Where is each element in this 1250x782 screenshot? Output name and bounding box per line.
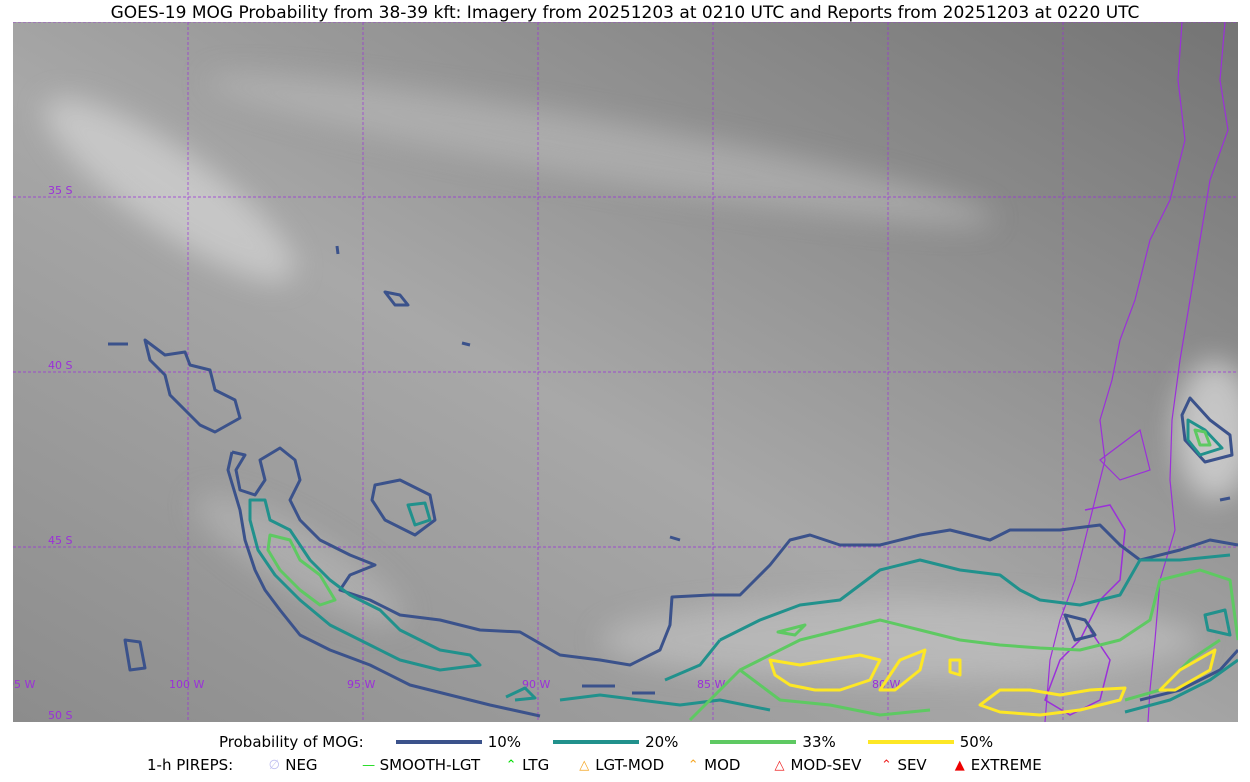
legend-label: 50% [959,733,994,751]
legend-label: LTG [522,756,550,774]
satellite-map: 105 W 100 W 95 W 90 W 85 W 80 W 35 S 40 … [13,22,1238,722]
lat-lon-grid [13,22,1238,722]
extreme-icon: ▲ [954,757,965,773]
pirep-legend: 1-h PIREPS: ∅ NEG — SMOOTH-LGT ⌃ LTG △ LGT-M… [0,756,1250,774]
lon-label: 90 W [522,678,550,691]
mod-icon: ⌃ [687,757,699,773]
pirep-legend-title: 1-h PIREPS: [147,756,234,774]
contour-33pct [266,428,1238,722]
legend-swatch-50 [867,740,954,744]
legend-label: SEV [897,756,927,774]
legend-label: LGT-MOD [595,756,665,774]
sev-icon: ⌃ [880,757,892,773]
legend-label: 20% [645,733,679,751]
legend-label: 33% [802,733,836,751]
legend-swatch-33 [710,740,797,744]
probability-contours [108,245,1238,722]
lon-label: 80 W [872,678,900,691]
lon-labels: 105 W 100 W 95 W 90 W 85 W 80 W [13,678,900,691]
neg-icon: ∅ [268,757,280,773]
probability-legend: Probability of MOG: 10% 20% 33% 50% [0,733,1250,751]
lon-label: 105 W [13,678,35,691]
lon-label: 85 W [697,678,725,691]
legend-swatch-20 [553,740,640,744]
probability-legend-title: Probability of MOG: [219,733,364,751]
contour-10pct [108,245,1238,718]
legend-label: 10% [487,733,522,751]
legend-swatch-10 [395,740,482,744]
ltg-icon: ⌃ [505,757,517,773]
smooth-lgt-icon: — [362,757,376,773]
mod-sev-icon: △ [774,757,785,773]
contour-20pct [248,418,1238,714]
lat-label: 50 S [48,709,72,722]
lgt-mod-icon: △ [579,757,590,773]
lat-label: 45 S [48,534,72,547]
legend-label: SMOOTH-LGT [379,756,481,774]
legend-label: MOD [704,756,741,774]
lat-label: 35 S [48,184,72,197]
lat-label: 40 S [48,359,72,372]
legend-label: MOD-SEV [790,756,862,774]
legend-label: NEG [285,756,318,774]
lon-label: 95 W [347,678,375,691]
contour-50pct [768,648,1217,717]
lat-labels: 35 S 40 S 45 S 50 S [48,184,72,722]
lon-label: 100 W [169,678,204,691]
legend-label: EXTREME [970,756,1042,774]
map-title: GOES-19 MOG Probability from 38-39 kft: … [110,3,1140,23]
